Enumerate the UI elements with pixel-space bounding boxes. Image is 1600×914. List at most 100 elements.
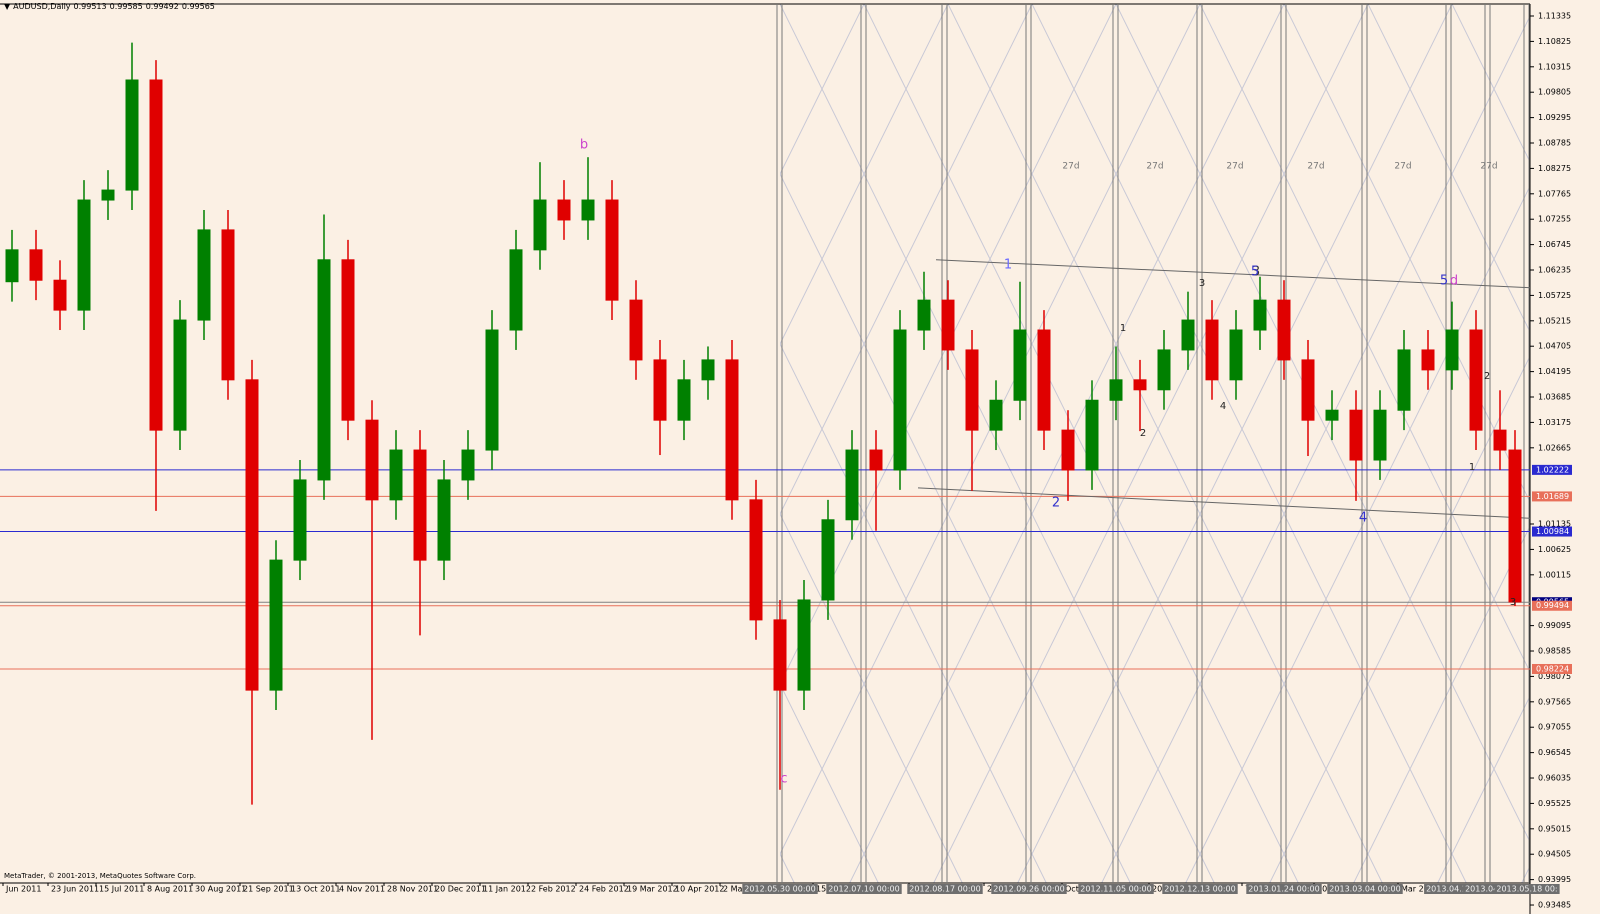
y-tick-label: 0.97565 bbox=[1538, 697, 1571, 706]
date-label: 2012.09.26 00:00 bbox=[993, 885, 1064, 894]
candle-body bbox=[677, 379, 691, 421]
candle-body bbox=[1133, 379, 1147, 391]
quote: 0.99492 bbox=[145, 2, 179, 11]
date-label: 2013.03.04 00:00 bbox=[1329, 885, 1400, 894]
x-tick-label: 8 Aug 2011 bbox=[147, 885, 193, 894]
date-box bbox=[1463, 884, 1513, 894]
y-tick-label: 1.06745 bbox=[1538, 240, 1571, 249]
x-tick-label: 30 Aug 2011 bbox=[195, 885, 246, 894]
x-tick-label: 2013 bbox=[1317, 885, 1337, 894]
y-tick-label: 1.03685 bbox=[1538, 393, 1571, 402]
candle-body bbox=[221, 229, 235, 381]
wave-label: b bbox=[580, 138, 588, 153]
candle-body bbox=[1205, 319, 1219, 381]
candle-body bbox=[389, 449, 403, 501]
candle-body bbox=[485, 329, 499, 451]
cycle-label: 27d bbox=[1307, 162, 1324, 172]
candle-body bbox=[1013, 329, 1027, 401]
date-box bbox=[991, 884, 1067, 894]
y-tick-label: 0.93995 bbox=[1538, 875, 1571, 884]
quote: 0.99585 bbox=[109, 2, 143, 11]
candle-body bbox=[605, 199, 619, 301]
candle-body bbox=[869, 449, 883, 471]
x-tick-label: 28 Nov 2011 bbox=[387, 885, 438, 894]
copyright: MetaTrader, © 2001-2013, MetaQuotes Soft… bbox=[4, 872, 197, 880]
level-price-label: 1.00984 bbox=[1536, 527, 1569, 536]
y-tick-label: 1.05215 bbox=[1538, 316, 1571, 325]
x-tick-label: 20 Dec 2011 bbox=[435, 885, 486, 894]
wave-label: 2 bbox=[1052, 496, 1060, 511]
candle-body bbox=[1037, 329, 1051, 431]
date-label: 2012.07.10 00:00 bbox=[828, 885, 899, 894]
candle-body bbox=[317, 259, 331, 481]
x-tick-label: 2 May 20 bbox=[723, 885, 760, 894]
y-tick-label: 1.04195 bbox=[1538, 367, 1571, 376]
date-box bbox=[907, 884, 983, 894]
wave-label: 2 bbox=[1484, 371, 1490, 382]
y-tick-label: 1.02665 bbox=[1538, 443, 1571, 452]
level-price-label: 1.02222 bbox=[1536, 465, 1569, 474]
x-tick-label: Jun 2011 bbox=[5, 885, 41, 894]
wave-label: 1 bbox=[1004, 258, 1012, 273]
y-tick-label: 1.05725 bbox=[1538, 291, 1571, 300]
x-tick-label: 10 Apr 2012 bbox=[675, 885, 724, 894]
x-tick-label: 4 Nov 2011 bbox=[339, 885, 385, 894]
candle-body bbox=[413, 449, 427, 561]
y-tick-label: 1.07765 bbox=[1538, 189, 1571, 198]
x-tick-label: 21 Sep 2011 bbox=[243, 885, 294, 894]
y-tick-label: 0.98075 bbox=[1538, 672, 1571, 681]
wave-label: 1 bbox=[1120, 323, 1126, 334]
candle-body bbox=[461, 449, 475, 481]
candle-body bbox=[965, 349, 979, 431]
candle-body bbox=[533, 199, 547, 251]
candle-body bbox=[581, 199, 595, 221]
cycle-label: 27d bbox=[1480, 162, 1497, 172]
candle-body bbox=[1253, 299, 1267, 331]
y-tick-label: 1.00625 bbox=[1538, 545, 1571, 554]
candle-body bbox=[1325, 409, 1339, 421]
candle-body bbox=[797, 599, 811, 691]
y-tick-label: 0.99095 bbox=[1538, 621, 1571, 630]
y-tick-label: 1.11335 bbox=[1538, 12, 1571, 21]
wave-label: d bbox=[1450, 274, 1458, 289]
level-price-label: 0.98224 bbox=[1536, 664, 1569, 673]
candle-body bbox=[1421, 349, 1435, 371]
wave-label: 3 bbox=[1510, 597, 1516, 608]
candle-body bbox=[293, 479, 307, 561]
y-tick-label: 0.96035 bbox=[1538, 774, 1571, 783]
date-box bbox=[1246, 884, 1322, 894]
candle-body bbox=[1493, 429, 1507, 451]
level-price-box bbox=[1532, 491, 1572, 502]
candle-body bbox=[749, 499, 763, 621]
candle-body bbox=[125, 79, 139, 191]
candle-body bbox=[269, 559, 283, 691]
candle-body bbox=[1445, 329, 1459, 371]
candle-body bbox=[509, 249, 523, 331]
date-label: 2013.04.30 bbox=[1465, 885, 1511, 894]
candle-body bbox=[77, 199, 91, 311]
candle-body bbox=[989, 399, 1003, 431]
y-tick-label: 1.03175 bbox=[1538, 418, 1571, 427]
candle-body bbox=[173, 319, 187, 431]
candle-body bbox=[653, 359, 667, 421]
candle-body bbox=[917, 299, 931, 331]
y-tick-label: 1.09295 bbox=[1538, 113, 1571, 122]
candle-body bbox=[1157, 349, 1171, 391]
candle-body bbox=[893, 329, 907, 471]
date-box bbox=[742, 884, 818, 894]
y-tick-label: 0.93485 bbox=[1538, 901, 1571, 910]
candle-body bbox=[53, 279, 67, 311]
wave-label: c bbox=[780, 772, 787, 787]
date-box bbox=[1078, 884, 1154, 894]
candle-body bbox=[1397, 349, 1411, 411]
candle-body bbox=[101, 189, 115, 201]
level-price-label: 1.01689 bbox=[1536, 492, 1569, 501]
candle-body bbox=[149, 79, 163, 431]
candle-body bbox=[5, 249, 19, 283]
wave-label: 5 bbox=[1251, 265, 1259, 280]
x-tick-label: Mar 20 bbox=[1401, 885, 1429, 894]
menu-arrow[interactable]: ▼ bbox=[4, 2, 11, 11]
date-box bbox=[1162, 884, 1238, 894]
symbol: AUDUSD,Daily bbox=[13, 2, 71, 11]
y-tick-label: 1.06235 bbox=[1538, 266, 1571, 275]
